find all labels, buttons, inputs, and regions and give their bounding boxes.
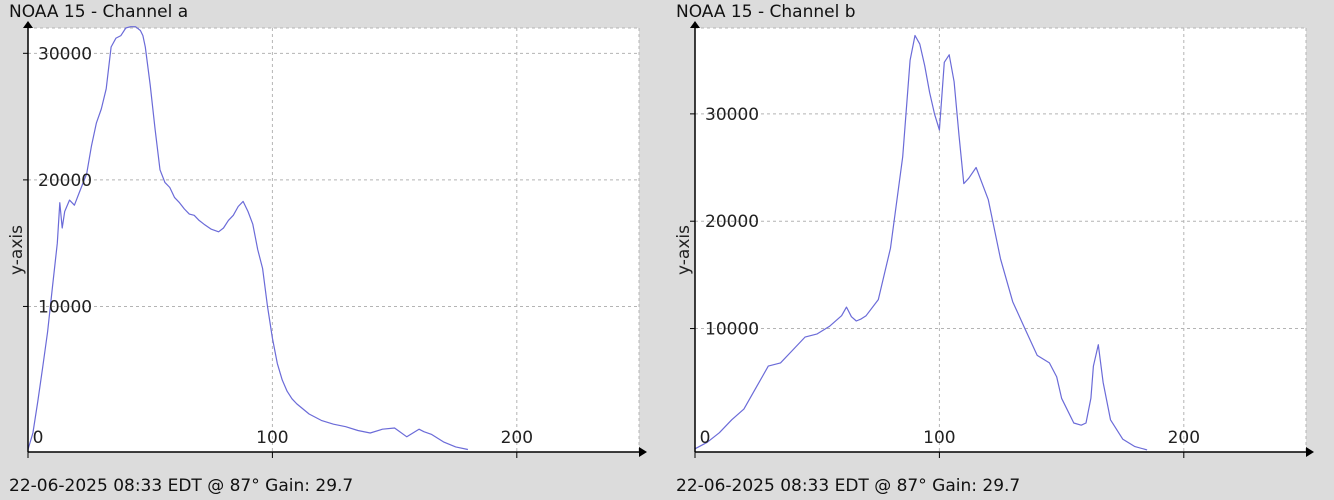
y-tick-label: 10000 xyxy=(705,320,759,340)
chart-title: NOAA 15 - Channel b xyxy=(676,2,856,22)
series-line xyxy=(27,26,469,451)
y-axis-arrow-icon xyxy=(690,21,700,28)
y-axis-arrow-icon xyxy=(23,21,33,28)
chart-title: NOAA 15 - Channel a xyxy=(9,2,189,22)
line-chart-channel-b: 0 100 200 10000 20000 30000 y-axis xyxy=(674,21,1314,458)
y-tick-label: 20000 xyxy=(705,212,759,232)
chart-panel-channel-a: NOAA 15 - Channel a 0 100 200 10000 20000 300… xyxy=(7,2,647,496)
y-axis-label: y-axis xyxy=(674,225,694,275)
y-axis-label: y-axis xyxy=(7,225,27,275)
x-tick-label: 0 xyxy=(33,428,44,448)
line-chart-channel-a: 0 100 200 10000 20000 30000 y-axis xyxy=(7,21,647,458)
x-tick-label: 200 xyxy=(501,428,533,448)
chart-footer: 22-06-2025 08:33 EDT @ 87° Gain: 29.7 xyxy=(676,476,1021,496)
x-tick-label: 200 xyxy=(1168,428,1200,448)
x-axis-arrow-icon xyxy=(639,447,647,457)
x-axis-arrow-icon xyxy=(1306,447,1314,457)
chart-panel-channel-b: NOAA 15 - Channel b 0 100 200 10000 20000 300… xyxy=(667,0,1334,500)
plot-area xyxy=(695,28,1306,452)
x-tick-label: 100 xyxy=(256,428,288,448)
y-tick-label: 30000 xyxy=(38,44,92,64)
y-tick-label: 20000 xyxy=(38,171,92,191)
series-line xyxy=(694,34,1148,451)
chart-footer: 22-06-2025 08:33 EDT @ 87° Gain: 29.7 xyxy=(9,476,354,496)
plot-area xyxy=(28,28,639,452)
y-tick-label: 10000 xyxy=(38,297,92,317)
y-tick-label: 30000 xyxy=(705,105,759,125)
x-tick-label: 0 xyxy=(700,428,711,448)
x-tick-label: 100 xyxy=(923,428,955,448)
